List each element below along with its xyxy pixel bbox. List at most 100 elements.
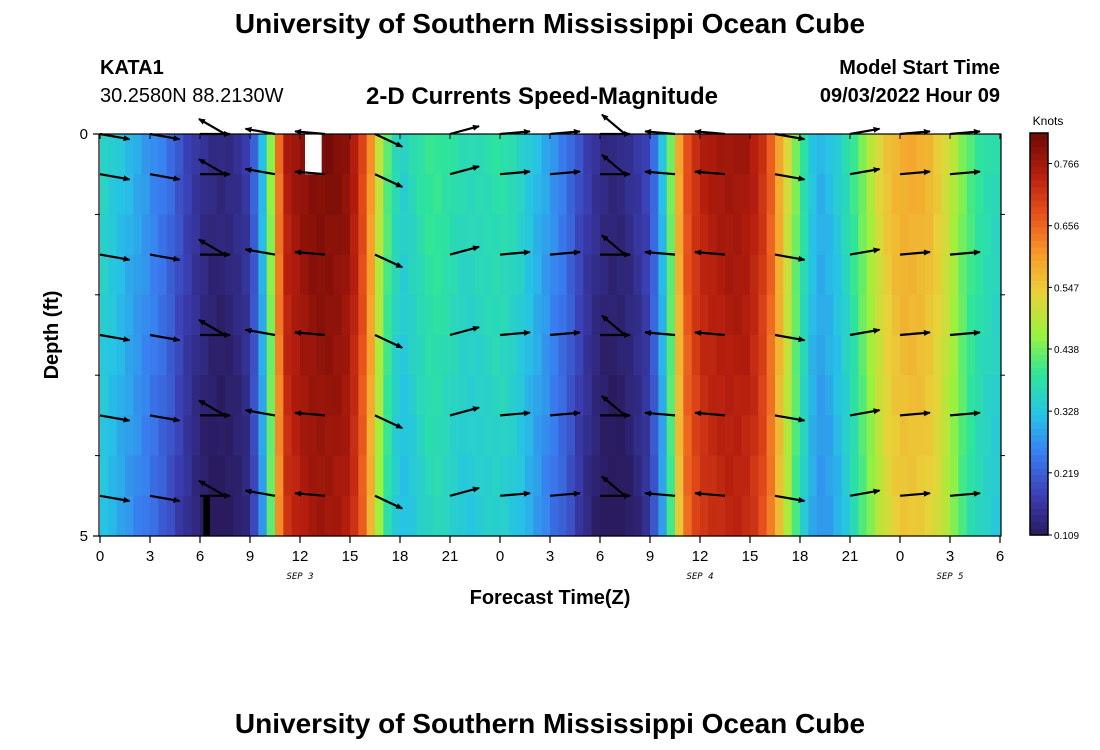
heatmap-cell — [500, 335, 509, 376]
colorbar-swatch — [1030, 528, 1048, 536]
current-vector — [899, 490, 931, 497]
heatmap-cell — [650, 375, 659, 416]
heatmap-cell — [641, 134, 651, 175]
heatmap-cell — [158, 335, 168, 376]
heatmap-cell — [983, 134, 993, 175]
heatmap-cell — [633, 134, 643, 175]
colorbar-swatch — [1030, 521, 1048, 529]
heatmap-cell — [891, 214, 901, 256]
heatmap-cell — [550, 455, 559, 497]
heatmap-cell — [275, 174, 284, 215]
heatmap-cell — [408, 294, 418, 336]
heatmap-cell — [941, 294, 951, 336]
heatmap-cell — [191, 134, 201, 175]
heatmap-cell — [866, 335, 876, 376]
heatmap-cell — [533, 254, 543, 296]
heatmap-cell — [950, 134, 959, 175]
heatmap-cell — [683, 294, 693, 336]
heatmap-cell — [466, 294, 476, 336]
heatmap-cell — [116, 335, 126, 376]
heatmap-cell — [275, 375, 284, 416]
heatmap-cell — [966, 455, 976, 497]
current-vector — [499, 249, 531, 256]
heatmap-cell — [375, 174, 384, 215]
heatmap-cell — [658, 455, 668, 497]
heatmap-cell — [391, 174, 401, 215]
current-vector — [449, 406, 480, 417]
heatmap-cell — [891, 375, 901, 416]
heatmap-cell — [950, 254, 959, 296]
heatmap-cell — [400, 294, 409, 336]
heatmap-cell — [416, 375, 426, 416]
heatmap-cell — [758, 214, 768, 256]
heatmap-cell — [233, 174, 243, 215]
heatmap-cell — [825, 254, 834, 296]
current-vector — [198, 118, 226, 135]
heatmap-cell — [508, 174, 518, 215]
heatmap-cell — [841, 335, 851, 376]
heatmap-cell — [516, 294, 526, 336]
heatmap-cell — [275, 495, 284, 537]
heatmap-cell — [475, 214, 484, 256]
current-vector — [694, 490, 726, 497]
heatmap-cell — [241, 495, 251, 537]
heatmap-cell — [666, 174, 676, 215]
heatmap-cell — [141, 415, 151, 457]
heatmap-cell — [825, 214, 834, 256]
heatmap-cell — [350, 294, 359, 336]
heatmap-cell — [233, 415, 243, 457]
heatmap-cell — [800, 294, 809, 336]
heatmap-cell — [816, 375, 826, 416]
heatmap-cell — [825, 375, 834, 416]
heatmap-cell — [541, 375, 551, 416]
heatmap-cell — [933, 294, 943, 336]
heatmap-cell — [141, 455, 151, 497]
heatmap-cell — [408, 335, 418, 376]
heatmap-cell — [591, 134, 601, 175]
heatmap-cell — [241, 335, 251, 376]
heatmap-cell — [941, 335, 951, 376]
heatmap-cell — [500, 415, 509, 457]
heatmap-cell — [450, 455, 459, 497]
heatmap-cell — [591, 294, 601, 336]
heatmap-cell — [108, 294, 118, 336]
heatmap-cell — [366, 294, 376, 336]
heatmap-cell — [791, 174, 801, 215]
heatmap-cell — [866, 254, 876, 296]
heatmap-cell — [716, 294, 726, 336]
heatmap-cell — [375, 294, 384, 336]
colorbar-swatch — [1030, 360, 1048, 369]
heatmap-cell — [358, 335, 368, 376]
heatmap-cell — [808, 214, 818, 256]
heatmap-cell — [166, 455, 176, 497]
heatmap-cell — [958, 254, 968, 296]
current-vector — [644, 490, 676, 497]
heatmap-cell — [125, 375, 134, 416]
heatmap-cell — [308, 174, 318, 215]
heatmap-cell — [850, 335, 859, 376]
heatmap-cell — [575, 254, 584, 296]
heatmap-cell — [558, 214, 568, 256]
heatmap-cell — [258, 214, 268, 256]
heatmap-cell — [933, 254, 943, 296]
heatmap-cell — [966, 415, 976, 457]
heatmap-cell — [541, 174, 551, 215]
heatmap-cell — [966, 214, 976, 256]
heatmap-cell — [491, 254, 501, 296]
heatmap-cell — [775, 455, 784, 497]
heatmap-cell — [800, 174, 809, 215]
heatmap-cell — [183, 214, 193, 256]
heatmap-cell — [733, 455, 743, 497]
heatmap-cell — [400, 415, 409, 457]
heatmap-cell — [466, 214, 476, 256]
heatmap-cell — [650, 415, 659, 457]
heatmap-cell — [258, 174, 268, 215]
heatmap-cell — [683, 495, 693, 537]
heatmap-cell — [858, 294, 868, 336]
heatmap-cell — [266, 254, 276, 296]
heatmap-cell — [725, 214, 734, 256]
heatmap-cell — [408, 214, 418, 256]
heatmap-cell — [841, 375, 851, 416]
heatmap-cell — [725, 455, 734, 497]
heatmap-cell — [641, 174, 651, 215]
